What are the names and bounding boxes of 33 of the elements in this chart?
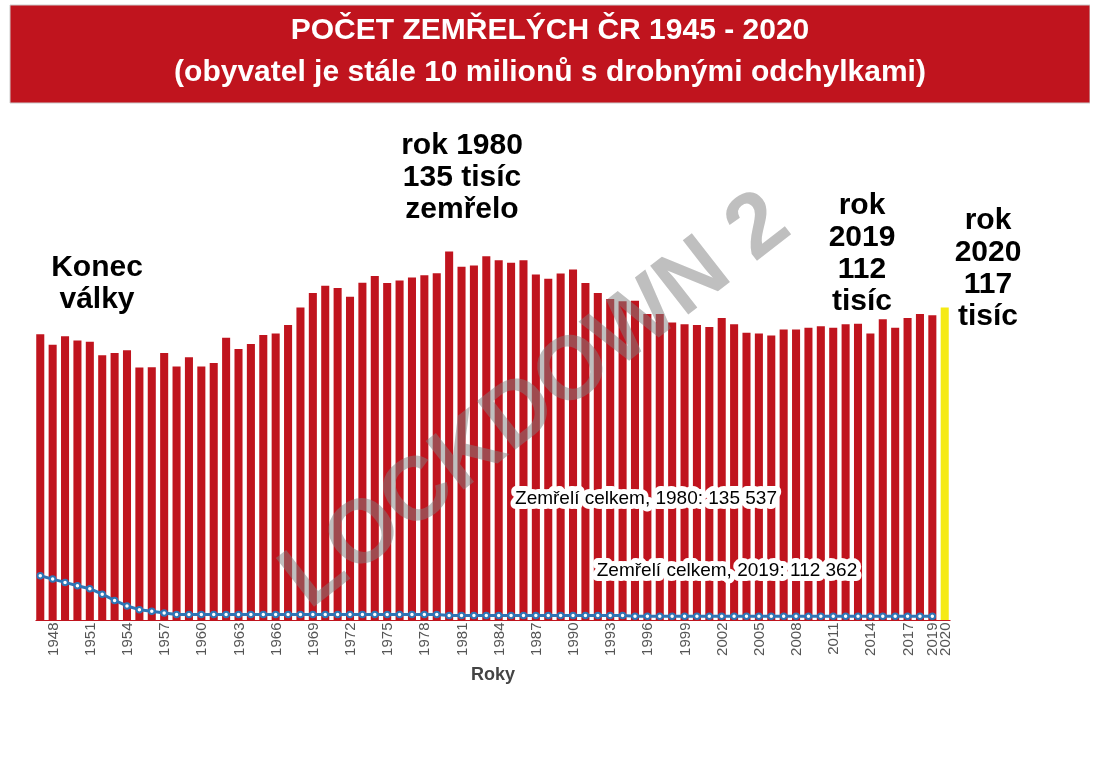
x-tick-label: 1963 <box>229 622 247 656</box>
x-tick-label: 1954 <box>118 622 135 656</box>
x-tick-label: 1990 <box>564 622 582 656</box>
x-tick-label: 1957 <box>155 622 173 656</box>
text: rok 1980 135 tisíc zemřelo <box>401 127 523 224</box>
x-tick-label: 2017 <box>898 622 916 656</box>
x-tick-label: 1948 <box>43 622 61 656</box>
chart-title: POČET ZEMŘELÝCH ČR 1945 - 2020 <box>290 12 810 45</box>
x-tick-label: 2019 <box>923 622 941 656</box>
x-tick-label: 2014 <box>861 622 879 656</box>
x-tick-label: 1969 <box>303 622 321 656</box>
x-tick-label: 2002 <box>712 622 730 656</box>
x-tick-label: 1975 <box>378 622 396 656</box>
x-tick-label: 1951 <box>80 622 98 656</box>
x-tick-label: 2005 <box>749 622 767 656</box>
annotation: Konec války <box>51 249 143 314</box>
text: rok 2020 117 tisíc <box>954 202 1022 331</box>
x-tick-label: 1987 <box>526 622 544 656</box>
bar <box>940 307 949 620</box>
chart-subtitle: (obyvatel je stále 10 milionů s drobnými odchylkami) <box>174 54 926 87</box>
x-tick-label: 1981 <box>452 622 470 656</box>
x-tick-label: 1960 <box>192 622 210 656</box>
x-tick-label: 1984 <box>489 622 507 656</box>
x-tick-label: 2011 <box>824 622 842 655</box>
x-tick-label: 1993 <box>601 622 619 656</box>
x-tick-label: 1966 <box>266 622 284 656</box>
x-tick-label: 1972 <box>341 622 359 656</box>
x-tick-label: 2008 <box>787 622 805 656</box>
x-tick-label: 1999 <box>675 622 693 656</box>
x-axis-title: Roky <box>470 663 516 684</box>
x-tick-label: 1996 <box>638 622 656 656</box>
x-tick-label: 1978 <box>415 622 433 656</box>
annotation: rok 2019 112 tisíc <box>828 187 896 316</box>
